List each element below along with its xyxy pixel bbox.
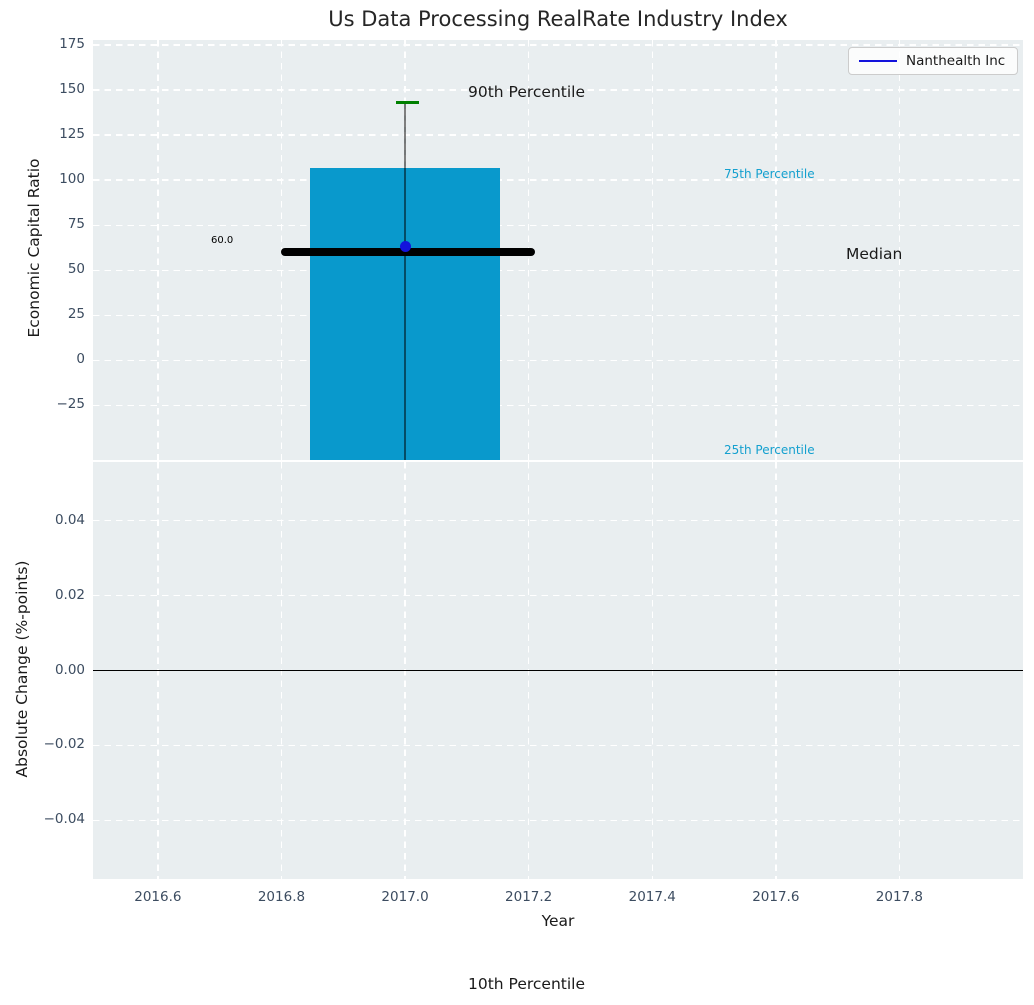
gridline-horizontal xyxy=(93,819,1023,821)
annotation-25th-percentile: 25th Percentile xyxy=(724,443,815,457)
axes-bottom-absolute-change xyxy=(93,462,1023,879)
y-tick-label: 100 xyxy=(59,171,85,188)
x-tick-label: 2017.8 xyxy=(875,889,924,905)
gridline-horizontal xyxy=(93,744,1023,747)
gridline-horizontal xyxy=(93,269,1023,271)
gridline-vertical xyxy=(280,40,283,460)
whisker-cap-90th-percentile xyxy=(396,101,419,105)
y-tick-label: −0.04 xyxy=(43,811,85,828)
x-tick-label: 2016.6 xyxy=(134,889,182,905)
gridline-horizontal xyxy=(93,404,1023,407)
x-axis-label: Year xyxy=(541,912,575,930)
y-tick-label: 150 xyxy=(59,81,85,98)
annotation-75th-percentile: 75th Percentile xyxy=(724,167,815,181)
y-tick-label: 0.04 xyxy=(54,511,85,528)
gridline-vertical xyxy=(898,40,901,460)
x-tick-label: 2017.6 xyxy=(752,889,800,905)
x-tick-label: 2017.0 xyxy=(381,889,429,905)
y-tick-label: 0.02 xyxy=(54,586,85,603)
y-tick-label: 0.00 xyxy=(54,661,85,678)
legend: Nanthealth Inc xyxy=(848,47,1018,75)
y-tick-label: 75 xyxy=(67,216,85,233)
y-tick-label: 25 xyxy=(67,306,85,323)
gridline-vertical xyxy=(157,40,159,460)
gridline-horizontal xyxy=(93,594,1023,597)
gridline-vertical xyxy=(651,40,653,460)
gridline-vertical xyxy=(775,40,777,460)
y-tick-label: 125 xyxy=(59,126,85,143)
y-tick-label: −0.02 xyxy=(43,736,85,753)
x-tick-label: 2017.2 xyxy=(505,889,553,905)
legend-line-icon xyxy=(859,59,897,63)
gridline-horizontal xyxy=(93,89,1023,91)
x-tick-label: 2017.4 xyxy=(628,889,676,905)
whisker-line xyxy=(404,102,406,460)
annotation-median-value: 60.0 xyxy=(211,235,234,246)
gridline-horizontal xyxy=(93,44,1023,46)
gridline-horizontal xyxy=(93,224,1023,226)
y-tick-label: 50 xyxy=(67,261,85,278)
chart-title: Us Data Processing RealRate Industry Ind… xyxy=(328,7,788,31)
annotation-median: Median xyxy=(846,245,903,263)
gridline-horizontal xyxy=(93,134,1023,136)
median-line xyxy=(281,248,535,257)
annotation-10th-percentile: 10th Percentile xyxy=(468,975,586,993)
gridline-horizontal xyxy=(93,314,1023,316)
axes-top-economic-capital-ratio xyxy=(93,40,1023,460)
gridline-horizontal xyxy=(93,520,1023,522)
y-tick-label: 0 xyxy=(76,351,85,368)
legend-label: Nanthealth Inc xyxy=(906,53,1006,69)
gridline-horizontal xyxy=(93,359,1023,362)
annotation-90th-percentile: 90th Percentile xyxy=(468,83,586,101)
y-tick-label: 175 xyxy=(59,36,85,53)
gridline-horizontal xyxy=(93,179,1023,181)
x-tick-label: 2016.8 xyxy=(257,889,306,905)
nanthealth-data-point xyxy=(399,241,411,253)
zero-line xyxy=(93,669,1023,672)
y-tick-label: −25 xyxy=(56,396,86,413)
